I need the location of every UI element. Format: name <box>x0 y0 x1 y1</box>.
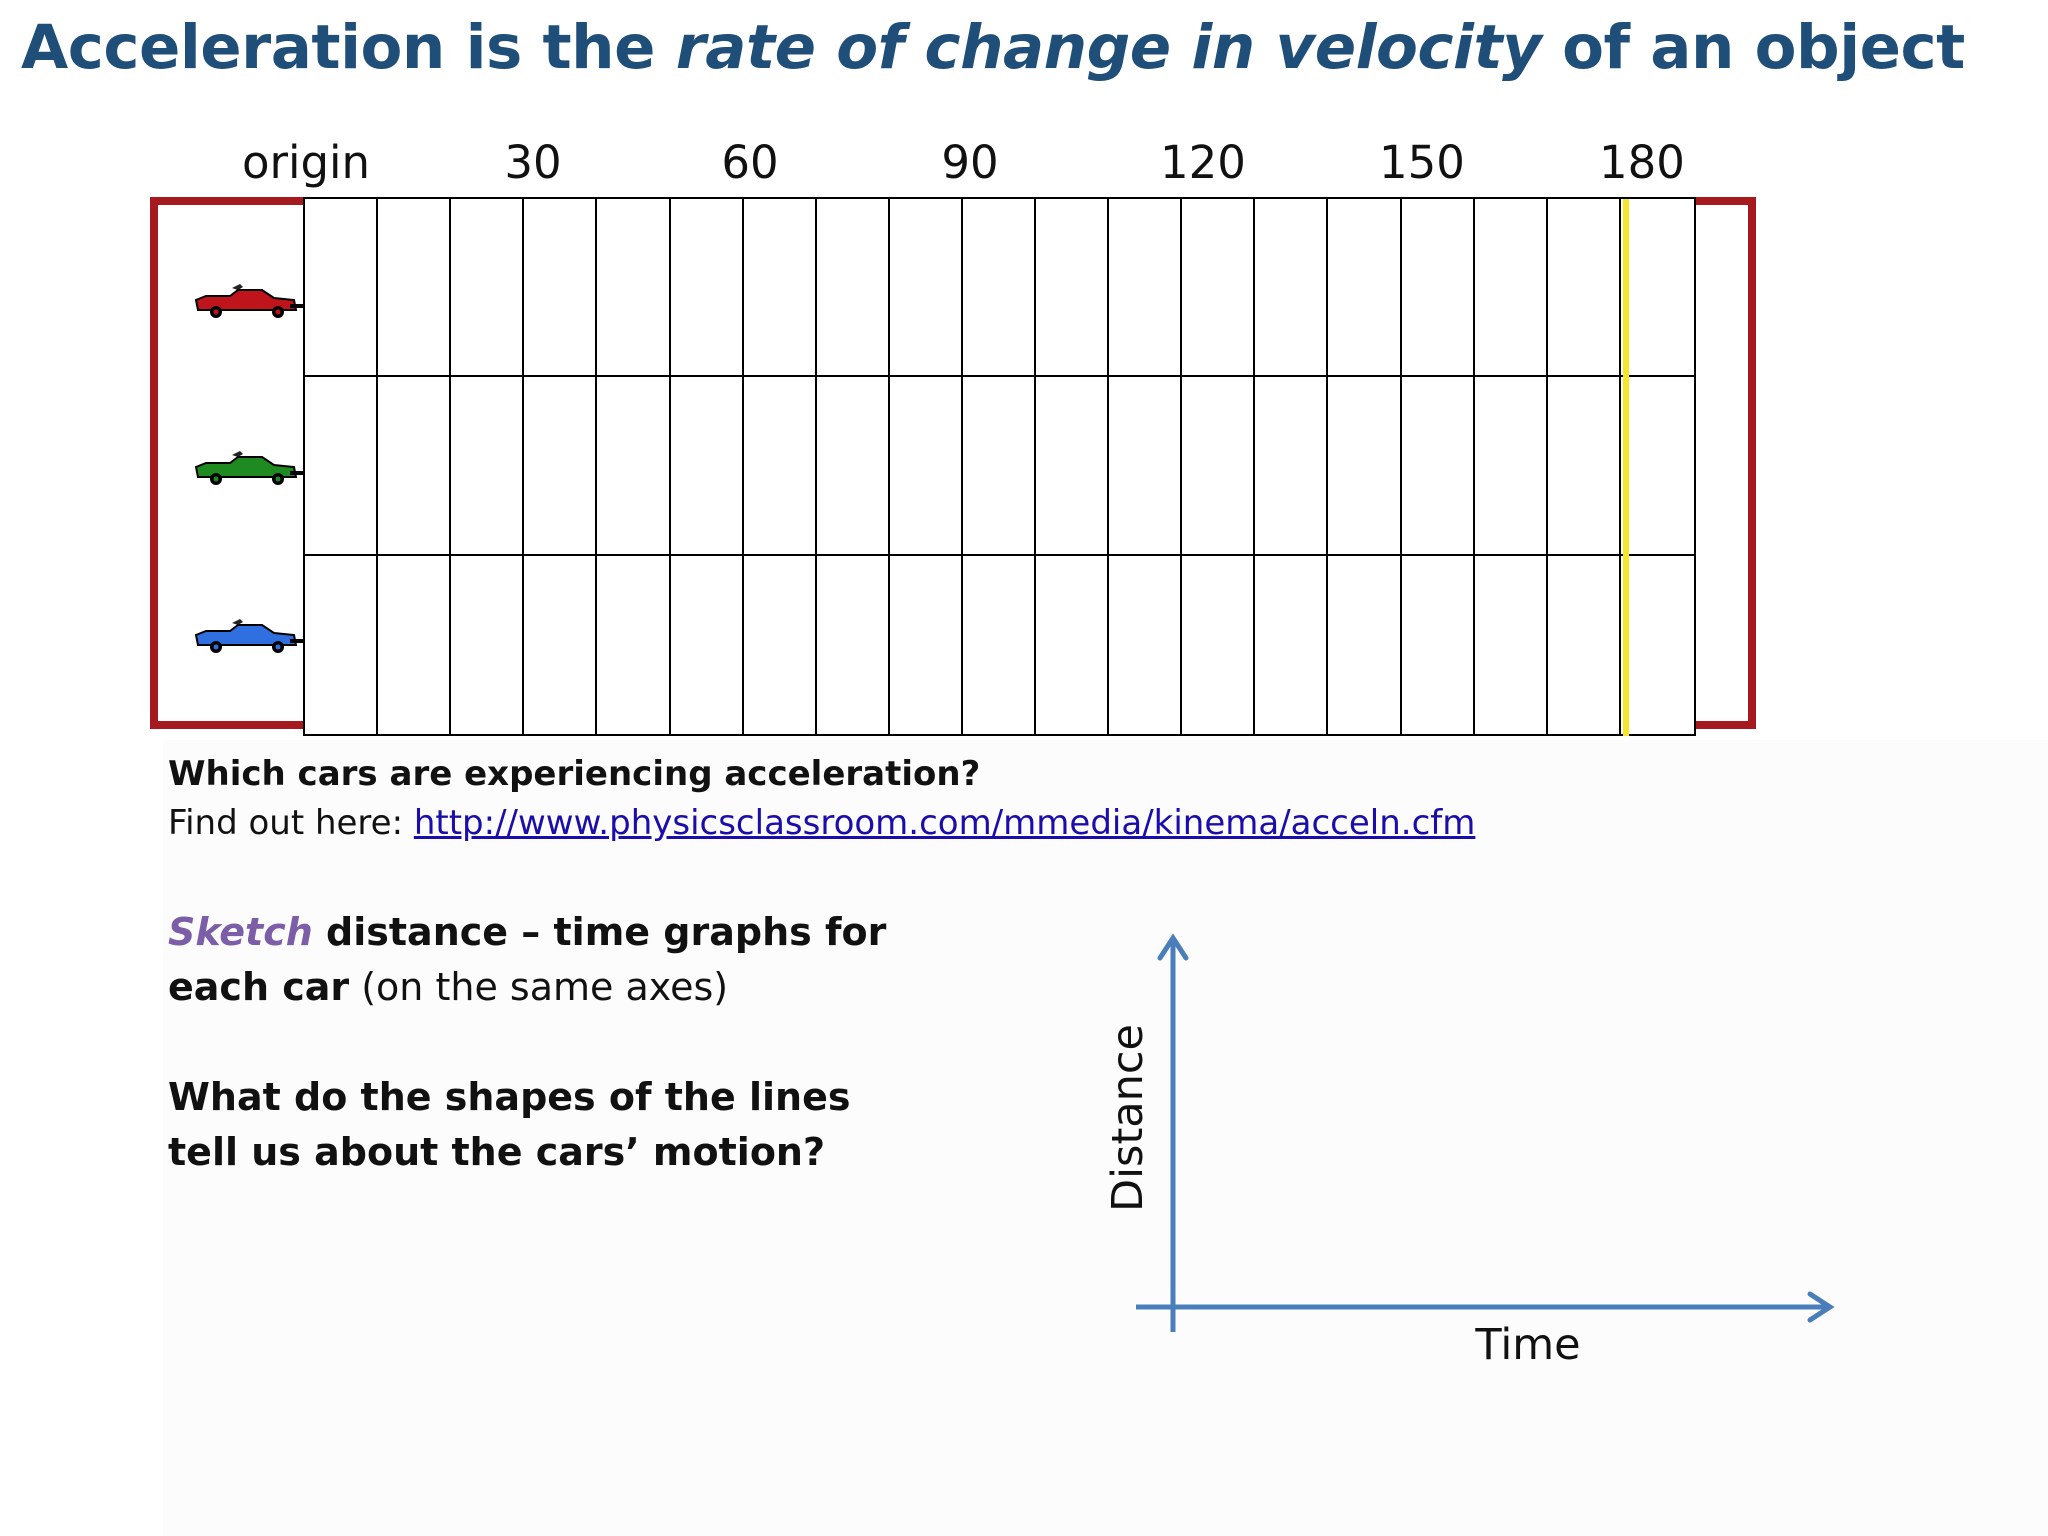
grid-cell <box>378 199 452 378</box>
grid-cell <box>816 199 890 378</box>
grid-cell <box>889 377 963 556</box>
grid-cell <box>1548 555 1621 734</box>
grid-cell <box>1474 377 1548 556</box>
grid-cell <box>1036 377 1110 556</box>
grid-cell <box>378 555 452 734</box>
sketch-instruction: Sketch distance – time graphs for each c… <box>168 905 886 1015</box>
grid-cell <box>817 555 890 734</box>
title-part-2: of an object <box>1541 12 1965 83</box>
grid-cell <box>305 555 379 734</box>
grid-cell <box>378 377 452 556</box>
grid-cell <box>1255 377 1329 556</box>
sketch-line-1-rest: distance – time graphs for <box>312 910 887 954</box>
grid-cell <box>816 377 890 556</box>
grid-cell <box>305 199 379 378</box>
track-label-30: 30 <box>504 136 562 189</box>
grid-cell <box>1036 555 1110 734</box>
track-label-60: 60 <box>721 136 779 189</box>
grid-cell <box>597 199 671 378</box>
title-emphasis: rate of change in velocity <box>675 12 1542 83</box>
physicsclassroom-link[interactable]: http://www.physicsclassroom.com/mmedia/k… <box>413 803 1476 843</box>
blue-car-icon <box>194 619 304 653</box>
track-label-120: 120 <box>1160 136 1246 189</box>
grid-cell <box>1109 199 1183 378</box>
grid-cell <box>1255 555 1329 734</box>
find-out-prefix: Find out here: <box>168 803 414 843</box>
grid-cell <box>889 199 963 378</box>
grid-cell <box>1109 377 1183 556</box>
grid-cell <box>1475 555 1548 734</box>
grid-cell <box>1620 199 1694 378</box>
grid-cell <box>1109 555 1183 734</box>
grid-cell <box>451 377 525 556</box>
track-label-150: 150 <box>1379 136 1465 189</box>
grid-cell <box>1328 377 1402 556</box>
motion-question-line-1: What do the shapes of the lines <box>168 1075 851 1119</box>
grid-cell <box>890 555 963 734</box>
grid-cell <box>744 555 817 734</box>
grid-cell <box>524 377 598 556</box>
same-axes-text: (on the same axes) <box>349 965 729 1009</box>
grid-cell <box>670 377 744 556</box>
track-grid <box>303 197 1696 736</box>
x-axis-label: Time <box>1475 1320 1581 1370</box>
slide-background <box>163 740 2048 1536</box>
sketch-instruction-line-1: Sketch distance – time graphs for <box>168 905 886 960</box>
x-axis-arrow <box>1807 1291 1835 1323</box>
grid-cell <box>743 199 817 378</box>
grid-cell <box>1547 199 1621 378</box>
grid-cell <box>963 555 1037 734</box>
grid-cell <box>1401 199 1475 378</box>
grid-cell <box>1547 377 1621 556</box>
grid-cell <box>1474 199 1548 378</box>
grid-cell <box>597 377 671 556</box>
each-car-text: each car <box>168 965 350 1009</box>
grid-cell <box>1182 199 1256 378</box>
y-axis-label: Distance <box>1103 1023 1153 1213</box>
grid-cell <box>962 377 1037 556</box>
grid-cell <box>743 377 817 556</box>
grid-cell <box>451 555 525 734</box>
sketch-instruction-line-2: each car (on the same axes) <box>168 960 886 1015</box>
grid-cell <box>1182 555 1256 734</box>
grid-cell <box>1255 199 1329 378</box>
motion-question-line-2: tell us about the cars’ motion? <box>168 1130 826 1174</box>
track-label-origin: origin <box>241 136 371 189</box>
find-out-line: Find out here: http://www.physicsclassro… <box>168 803 1475 843</box>
grid-cell <box>671 555 744 734</box>
green-car-icon <box>194 451 304 485</box>
finish-marker-180 <box>1623 199 1629 736</box>
grid-cell <box>451 199 525 378</box>
grid-cell <box>1328 199 1402 378</box>
title-part-1: Acceleration is the <box>21 12 676 83</box>
track-label-180: 180 <box>1599 136 1685 189</box>
grid-cell <box>1328 555 1402 734</box>
grid-cell <box>1620 377 1694 556</box>
grid-cell <box>1182 377 1256 556</box>
grid-cell <box>597 555 671 734</box>
grid-cell <box>1036 199 1110 378</box>
grid-cell <box>1401 377 1475 556</box>
acceleration-question: Which cars are experiencing acceleration… <box>168 754 981 794</box>
red-car-icon <box>194 284 304 318</box>
sketch-word: Sketch <box>168 910 313 954</box>
grid-cell <box>670 199 744 378</box>
grid-cell <box>305 377 379 556</box>
slide-title: Acceleration is the rate of change in ve… <box>21 12 1965 83</box>
track-label-90: 90 <box>941 136 999 189</box>
grid-cell <box>962 199 1037 378</box>
grid-cell <box>524 555 598 734</box>
grid-cell <box>1402 555 1475 734</box>
y-axis-arrow <box>1157 933 1189 961</box>
grid-cell <box>524 199 598 378</box>
motion-question: What do the shapes of the lines tell us … <box>168 1070 850 1180</box>
